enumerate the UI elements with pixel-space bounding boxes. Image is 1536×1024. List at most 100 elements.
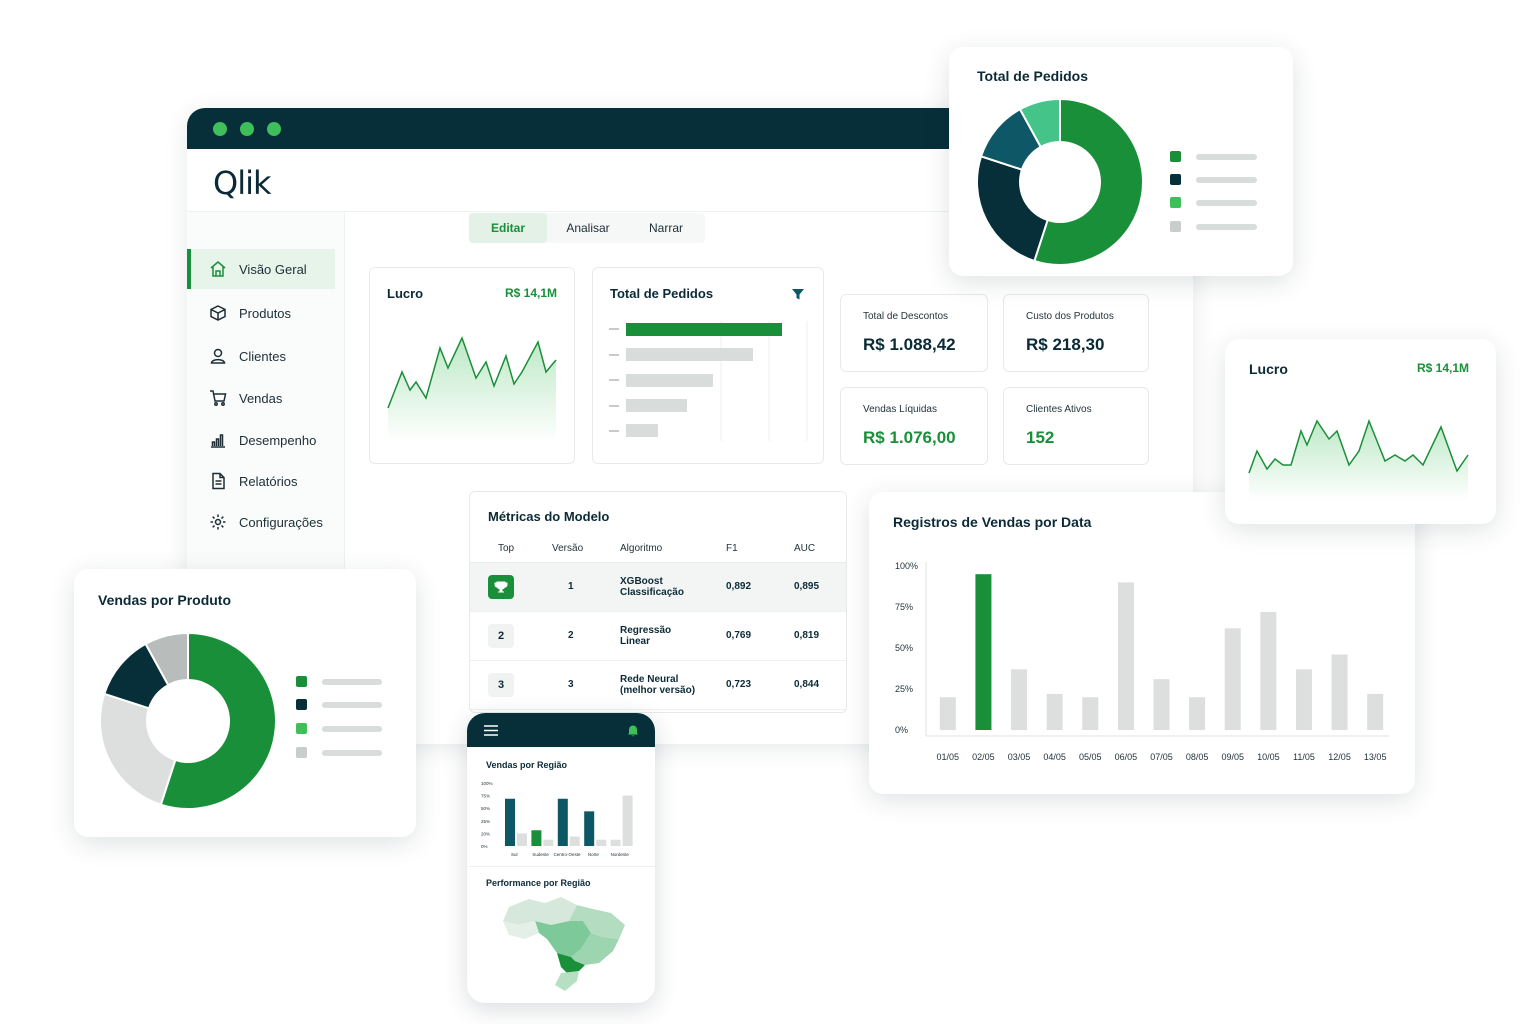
lucro-value: R$ 14,1M — [1416, 361, 1469, 375]
x-tick-label: 04/05 — [1043, 752, 1066, 762]
bar[interactable] — [1189, 697, 1206, 730]
f1-cell: 0,769 — [726, 611, 794, 661]
x-tick-label: 10/05 — [1257, 752, 1280, 762]
window-dot[interactable] — [240, 122, 254, 136]
y-tick-label: 25% — [895, 684, 913, 694]
window-dot[interactable] — [213, 122, 227, 136]
x-tick-label: Nordeste — [611, 852, 630, 857]
x-tick-label: 05/05 — [1079, 752, 1102, 762]
map-region-centro-oeste[interactable] — [535, 921, 591, 957]
bar[interactable] — [505, 798, 515, 846]
tab-analisar[interactable]: Analisar — [566, 221, 610, 235]
algorithm-name: Classificação — [620, 586, 684, 598]
float-pedidos-card[interactable]: Total de Pedidos — [949, 47, 1293, 276]
map-region-acre[interactable] — [503, 921, 539, 939]
algorithm-name: XGBoost — [620, 575, 663, 587]
sidebar-item-vendas[interactable]: Vendas — [187, 378, 335, 418]
sidebar-item-desempenho[interactable]: Desempenho — [187, 420, 335, 460]
legend-placeholder — [1196, 177, 1257, 183]
sidebar-item-clientes[interactable]: Clientes — [187, 336, 335, 376]
bar[interactable] — [975, 574, 992, 730]
legend-swatch — [296, 699, 307, 710]
legend-swatch — [296, 747, 307, 758]
map-region-parana[interactable] — [557, 953, 585, 973]
version-cell: 1 — [552, 562, 620, 612]
bar[interactable] — [543, 839, 554, 846]
lucro-sparkline — [1248, 418, 1469, 501]
bar[interactable] — [584, 811, 595, 846]
mobile-map-title: Performance por Região — [486, 878, 591, 888]
donut-hole — [146, 679, 230, 763]
x-tick-label: 06/05 — [1115, 752, 1138, 762]
kpi-label: Clientes Ativos — [1026, 404, 1092, 415]
bar[interactable] — [1331, 654, 1348, 730]
header-divider — [187, 211, 1193, 212]
bar[interactable] — [517, 833, 527, 846]
card-title: Vendas por Produto — [98, 592, 232, 608]
user-icon — [210, 348, 226, 364]
sidebar-item-produtos[interactable]: Produtos — [187, 293, 335, 333]
lucro-sparkline — [387, 336, 557, 443]
bar[interactable] — [569, 836, 580, 846]
bell-icon[interactable] — [627, 724, 639, 737]
bar[interactable] — [939, 697, 956, 730]
tab-narrar[interactable]: Narrar — [648, 221, 683, 235]
table-row[interactable]: 2 2 Regressão Linear 0,769 0,819 — [470, 611, 846, 661]
x-tick-label: 09/05 — [1221, 752, 1244, 762]
map-region-nordeste[interactable] — [569, 905, 625, 939]
mobile-topbar — [467, 713, 655, 747]
cart-icon — [210, 390, 227, 406]
bar[interactable] — [531, 830, 542, 846]
menu-icon[interactable] — [484, 725, 498, 736]
kpi-clientes-ativos[interactable]: Clientes Ativos 152 — [1003, 387, 1149, 465]
vendas-produto-card[interactable]: Vendas por Produto — [74, 569, 416, 837]
bar[interactable] — [1082, 697, 1099, 730]
legend-swatch — [296, 723, 307, 734]
rank-cell: 3 — [470, 660, 552, 710]
bar[interactable] — [557, 798, 568, 846]
table-row[interactable]: 1 XGBoost Classificação 0,892 0,895 — [470, 562, 846, 612]
bar[interactable] — [622, 795, 633, 846]
produto-donut-chart — [99, 631, 277, 810]
column-header: Versão — [552, 536, 620, 563]
column-header: Top — [470, 536, 552, 563]
kpi-total-descontos[interactable]: Total de Descontos R$ 1.088,42 — [840, 294, 988, 372]
bar[interactable] — [610, 839, 621, 846]
kpi-custo-produtos[interactable]: Custo dos Produtos R$ 218,30 — [1003, 294, 1149, 372]
sidebar-item-relatorios[interactable]: Relatórios — [187, 461, 335, 501]
card-title: Registros de Vendas por Data — [893, 514, 1092, 530]
registros-card[interactable]: Registros de Vendas por Data 100% 75% 50% 2… — [869, 492, 1415, 794]
kpi-vendas-liquidas[interactable]: Vendas Líquidas R$ 1.076,00 — [840, 387, 988, 465]
x-tick-label: Sudeste — [532, 852, 549, 857]
sidebar-item-configuracoes[interactable]: Configurações — [187, 502, 335, 542]
table-row[interactable]: 3 3 Rede Neural (melhor versão) 0,723 0,8… — [470, 660, 846, 710]
bar[interactable] — [1011, 669, 1028, 730]
donut-hole — [1019, 141, 1101, 223]
bar[interactable] — [596, 839, 607, 846]
bar[interactable] — [1295, 669, 1312, 730]
map-region-norte[interactable] — [503, 897, 577, 925]
window-dot[interactable] — [267, 122, 281, 136]
bar[interactable] — [1117, 582, 1134, 730]
map-region-sul[interactable] — [555, 971, 579, 991]
kpi-value: R$ 1.076,00 — [863, 428, 956, 447]
lucro-card[interactable]: Lucro R$ 14,1M — [369, 267, 575, 464]
y-tick-label: 20% — [481, 831, 490, 836]
bar[interactable] — [1367, 693, 1384, 730]
filter-icon[interactable] — [791, 287, 805, 301]
kpi-label: Custo dos Produtos — [1026, 311, 1114, 322]
bar[interactable] — [1046, 693, 1063, 730]
x-tick-label: 07/05 — [1150, 752, 1173, 762]
bar[interactable] — [1224, 628, 1241, 730]
card-title: Lucro — [387, 286, 424, 301]
algorithm-name: Rede Neural — [620, 673, 679, 685]
map-region-sudeste[interactable] — [571, 933, 619, 965]
float-lucro-card[interactable]: Lucro R$ 14,1M — [1225, 339, 1496, 524]
pedidos-card[interactable]: Total de Pedidos — [592, 267, 824, 464]
bar[interactable] — [1260, 611, 1277, 730]
bar[interactable] — [1153, 679, 1170, 730]
sidebar-item-visao-geral[interactable]: Visão Geral — [187, 249, 335, 289]
tab-editar[interactable]: Editar — [469, 213, 547, 243]
rank-badge: 2 — [488, 623, 514, 648]
metrics-table: Top Versão Algoritmo F1 AUC 1 XGBoost Cla… — [470, 536, 846, 710]
